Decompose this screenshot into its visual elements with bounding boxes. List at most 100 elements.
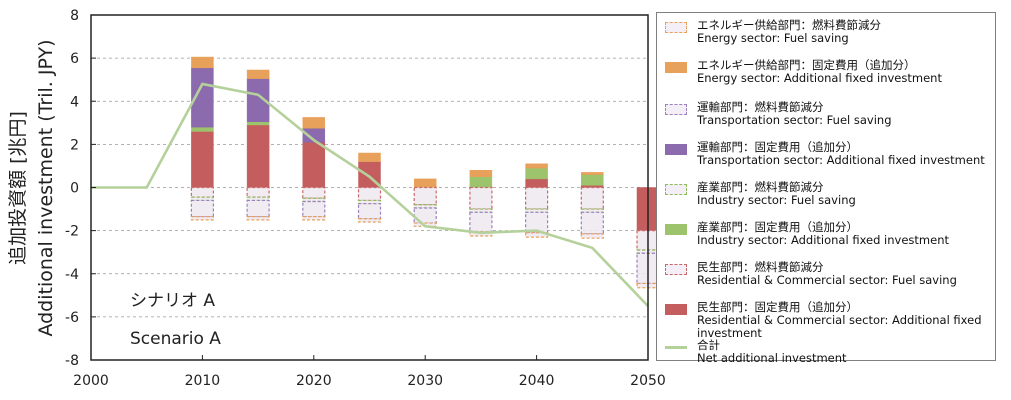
legend-swatch [665, 22, 687, 33]
x-tick-label: 2030 [407, 373, 443, 389]
legend-label-en: Industry sector: Fuel saving [697, 193, 856, 207]
legend-label: 民生部門：固定費用（追加分） Residential & Commercial s… [697, 301, 997, 340]
bar-segment [469, 176, 493, 188]
bar-segment [302, 186, 326, 199]
x-tick-label: 2040 [519, 373, 555, 389]
y-tick-label: 2 [70, 137, 79, 153]
bar-segment [191, 126, 214, 132]
legend-label: 運輸部門：燃料費節減分 Transportation sector: Fuel s… [697, 101, 997, 127]
legend-label: 産業部門：燃料費節減分 Industry sector: Fuel saving [697, 181, 997, 207]
bar-segment [191, 56, 214, 69]
bar-segment [246, 199, 270, 218]
y-tick-label: -8 [65, 353, 79, 369]
bar-segment [246, 121, 270, 126]
bar-segment [246, 124, 270, 188]
legend-label-ja: 民生部門：固定費用（追加分） [697, 300, 858, 314]
legend-label-en: Net additional investment [697, 351, 847, 365]
bar-segment [413, 186, 437, 206]
legend-label: 合計 Net additional investment [697, 339, 997, 365]
legend-label: 運輸部門：固定費用（追加分） Transportation sector: Add… [697, 141, 997, 167]
legend-label-ja: 産業部門：燃料費節減分 [697, 180, 824, 194]
bar-segment [525, 178, 548, 188]
bar-segment [358, 152, 381, 162]
legend-label: 民生部門：燃料費節減分 Residential & Commercial sect… [697, 261, 997, 287]
x-tick-label: 2010 [185, 373, 221, 389]
legend-swatch [665, 224, 687, 235]
legend-label-ja: 民生部門：燃料費節減分 [697, 260, 824, 274]
y-tick-label: -6 [65, 310, 79, 326]
legend-label-en: Industry sector: Additional fixed invest… [697, 233, 950, 247]
bar-segment [525, 167, 548, 180]
bar-segment [246, 216, 270, 221]
legend-swatch [665, 62, 687, 73]
legend-label-ja: エネルギー供給部門：固定費用（追加分） [697, 58, 916, 72]
legend-swatch [665, 184, 687, 195]
y-tick-label: -4 [65, 267, 79, 283]
grid-lines [91, 57, 648, 318]
bar-segment [581, 172, 604, 175]
bar-segment [246, 69, 270, 79]
bar-segment [246, 186, 270, 198]
bar-segment [524, 186, 549, 210]
legend-label-en: Residential & Commercial sector: Fuel sa… [697, 273, 957, 287]
legend-label-en: Transportation sector: Additional fixed … [697, 153, 985, 167]
bar-segment [302, 216, 326, 221]
legend-label-en: Energy sector: Additional fixed investme… [697, 71, 942, 85]
legend-label-en: Transportation sector: Fuel saving [697, 113, 892, 127]
annotation-scenario-en: Scenario A [130, 329, 221, 349]
legend-label-ja: 産業部門：固定費用（追加分） [697, 220, 858, 234]
bar-segment [524, 232, 549, 238]
bar-segment [469, 211, 493, 233]
bar-segment [190, 216, 214, 221]
bar-segment [302, 141, 326, 188]
bar-segment [580, 186, 604, 210]
legend-label-ja: 合計 [697, 338, 720, 352]
bar-segment [302, 200, 326, 218]
x-tick-label: 2020 [296, 373, 332, 389]
bar-segment [357, 186, 382, 202]
x-tick-label: 2050 [630, 373, 666, 389]
bar-segment [302, 117, 326, 129]
bar-segment [191, 131, 214, 188]
bars [190, 56, 660, 289]
y-axis-title-ja: 追加投資額 [兆円] [7, 111, 29, 265]
legend-label-ja: 運輸部門：燃料費節減分 [697, 100, 824, 114]
y-tick-label: 0 [70, 181, 79, 197]
annotation-scenario-ja: シナリオ A [130, 291, 215, 311]
legend-swatch [665, 264, 687, 275]
legend-label: 産業部門：固定費用（追加分） Industry sector: Additiona… [697, 221, 997, 247]
bar-segment [190, 199, 214, 218]
bar-segment [581, 174, 604, 186]
y-tick-label: 6 [70, 51, 79, 67]
legend-label-en: Energy sector: Fuel saving [697, 31, 849, 45]
y-tick-label: -2 [65, 224, 79, 240]
legend-swatch [665, 304, 687, 315]
bar-segment [357, 218, 382, 223]
legend: エネルギー供給部門：燃料費節減分 Energy sector: Fuel savi… [656, 12, 997, 365]
bar-segment [190, 186, 214, 198]
legend-swatch [665, 104, 687, 115]
bar-segment [525, 163, 548, 169]
y-tick-label: 8 [70, 8, 79, 24]
bar-segment [580, 233, 604, 239]
y-tick-label: 4 [70, 94, 79, 110]
legend-label: エネルギー供給部門：固定費用（追加分） Energy sector: Additi… [697, 59, 997, 85]
x-tick-label: 2000 [73, 373, 109, 389]
legend-label-en: Residential & Commercial sector: Additio… [697, 313, 982, 340]
net-investment-line [91, 82, 649, 307]
bar-segment [469, 170, 493, 177]
bar-segment [357, 203, 382, 220]
legend-label-ja: 運輸部門：固定費用（追加分） [697, 140, 858, 154]
bar-segment [580, 211, 604, 235]
bar-segment [524, 211, 549, 234]
bar-segment [413, 178, 437, 188]
x-ticks: 2000 2010 2020 2030 2040 2050 [73, 355, 666, 389]
legend-swatch [665, 346, 687, 349]
legend-label-ja: エネルギー供給部門：燃料費節減分 [697, 18, 881, 32]
legend-label: エネルギー供給部門：燃料費節減分 Energy sector: Fuel savi… [697, 19, 997, 45]
bar-segment [469, 186, 493, 210]
legend-swatch [665, 144, 687, 155]
net-line-group [91, 82, 649, 307]
y-axis-title-en: Additional investment (Tril. JPY) [35, 39, 57, 336]
